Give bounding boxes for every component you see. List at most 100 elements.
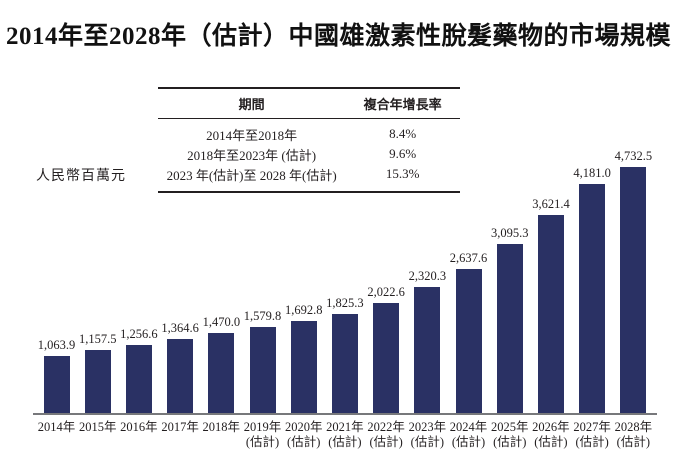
x-axis-estimate-tag: (估計) — [245, 435, 280, 449]
bar-group: 4,732.5 2028年 (估計) — [613, 149, 654, 449]
bar — [579, 184, 606, 414]
cagr-table-row: 2023 年(估計)至 2028 年(估計) 15.3% — [158, 164, 460, 184]
x-axis-estimate-tag: (估計) — [493, 435, 527, 449]
bar-group: 2,320.3 2023年 (估計) — [407, 149, 448, 449]
bar-value-label: 2,022.6 — [367, 285, 405, 299]
x-axis-label: 2028年 (估計) — [615, 420, 653, 450]
x-axis-year: 2026年 — [532, 420, 570, 434]
bar — [331, 314, 358, 414]
bar-value-label: 1,063.9 — [37, 338, 76, 352]
cagr-table-row: 2018年至2023年 (估計) 9.6% — [158, 144, 460, 164]
cagr-row-rate: 15.3% — [385, 166, 420, 181]
x-axis-label: 2024年 (估計) — [450, 420, 488, 450]
bar — [125, 345, 152, 414]
x-axis-estimate-tag: (估計) — [451, 435, 486, 449]
x-axis-label: 2018年 — [203, 420, 241, 435]
bar-group: 1,825.3 2021年 (估計) — [324, 149, 365, 449]
bar — [496, 244, 523, 414]
x-axis-estimate-tag: (估計) — [287, 435, 321, 449]
bar-value-label: 1,692.8 — [284, 303, 323, 317]
cagr-row-period: 2018年至2023年 (估計) — [187, 147, 317, 163]
bar-group: 2,637.6 2024年 (估計) — [448, 149, 489, 449]
bar-value-label: 1,364.6 — [161, 321, 199, 335]
bar-group: 4,181.0 2027年 (估計) — [572, 149, 613, 449]
bar-value-label: 1,825.3 — [326, 296, 364, 310]
cagr-table-body: 2014年至2018年 8.4% 2018年至2023年 (估計) 9.6% 2023 … — [158, 119, 460, 191]
x-axis-label: 2019年 (估計) — [244, 420, 282, 450]
x-axis-year: 2028年 — [614, 420, 653, 434]
bar — [373, 303, 400, 414]
x-axis-year: 2019年 — [243, 420, 282, 434]
bar-value-label: 2,320.3 — [408, 269, 447, 283]
bar — [249, 327, 276, 414]
bar-value-label: 4,181.0 — [573, 166, 611, 180]
bar-value-label: 1,157.5 — [78, 332, 117, 346]
bar-group: 3,621.4 2026年 (估計) — [530, 149, 571, 449]
bar-group: 1,692.8 2020年 (估計) — [283, 149, 324, 449]
bar — [43, 356, 70, 414]
cagr-table: 期間 複合年增長率 2014年至2018年 8.4% 2018年至2023年 (估計… — [158, 87, 460, 193]
x-axis-label: 2021年 (估計) — [326, 420, 364, 450]
bar-value-label: 1,470.0 — [202, 315, 241, 329]
x-axis-year: 2016年 — [120, 420, 158, 434]
bar-value-label: 4,732.5 — [614, 149, 653, 163]
bar — [414, 287, 441, 414]
x-axis-year: 2027年 — [573, 420, 611, 434]
bar — [84, 350, 111, 414]
x-axis-estimate-tag: (估計) — [410, 435, 444, 449]
x-axis-estimate-tag: (估計) — [575, 435, 609, 449]
bar-group: 1,364.6 2017年 — [160, 149, 201, 434]
x-axis-estimate-tag: (估計) — [328, 435, 362, 449]
x-axis-year: 2024年 — [449, 420, 488, 434]
x-axis-estimate-tag: (估計) — [616, 435, 651, 449]
bar-group: 1,579.8 2019年 (估計) — [242, 149, 283, 449]
bar-value-label: 1,256.6 — [120, 327, 158, 341]
x-axis-label: 2014年 — [38, 420, 76, 435]
x-axis-label: 2026年 (估計) — [532, 420, 570, 450]
bar — [455, 269, 482, 414]
bar-chart: 1,063.9 2014年 1,157.5 2015年 1,256.6 2016年 1,36… — [36, 149, 654, 449]
bar — [620, 167, 647, 414]
bar-value-label: 1,579.8 — [243, 309, 282, 323]
cagr-table-row: 2014年至2018年 8.4% — [158, 124, 460, 144]
x-axis-year: 2020年 — [284, 420, 323, 434]
x-axis-label: 2027年 (估計) — [573, 420, 611, 450]
bar-group: 1,157.5 2015年 — [77, 149, 118, 434]
cagr-row-rate: 8.4% — [389, 126, 417, 141]
x-axis-year: 2015年 — [78, 420, 117, 434]
x-axis-label: 2022年 (估計) — [367, 420, 405, 450]
y-axis-unit-label: 人民幣百萬元 — [36, 169, 126, 184]
x-axis-label: 2016年 — [120, 420, 158, 435]
x-axis-year: 2018年 — [202, 420, 241, 434]
x-axis-label: 2025年 (估計) — [491, 420, 529, 450]
x-axis-year: 2025年 — [490, 420, 529, 434]
x-axis-line — [33, 413, 657, 415]
cagr-row-period: 2014年至2018年 — [206, 127, 298, 143]
bar — [290, 321, 317, 414]
cagr-row-period: 2023 年(估計)至 2028 年(估計) — [166, 167, 337, 183]
bar — [208, 333, 235, 414]
bar-group: 1,470.0 2018年 — [201, 149, 242, 434]
bar — [537, 215, 564, 414]
bar-group: 3,095.3 2025年 (估計) — [489, 149, 530, 449]
bar-group: 2,022.6 2022年 (估計) — [366, 149, 407, 449]
x-axis-year: 2021年 — [326, 420, 364, 434]
x-axis-year: 2014年 — [37, 420, 76, 434]
chart-title: 2014年至2028年（估計）中國雄激素性脫髮藥物的市場規模 — [6, 23, 672, 50]
bar-group: 1,256.6 2016年 — [118, 149, 159, 434]
bar-group: 1,063.9 2014年 — [36, 149, 77, 434]
x-axis-year: 2023年 — [408, 420, 447, 434]
bar-value-label: 2,637.6 — [449, 251, 488, 265]
bar-value-label: 3,621.4 — [532, 197, 570, 211]
x-axis-year: 2022年 — [367, 420, 405, 434]
cagr-header-rate: 複合年增長率 — [363, 97, 442, 112]
x-axis-label: 2023年 (估計) — [409, 420, 447, 450]
cagr-row-rate: 9.6% — [389, 146, 417, 161]
bar — [167, 339, 194, 414]
x-axis-estimate-tag: (估計) — [534, 435, 568, 449]
bar-value-label: 3,095.3 — [490, 226, 529, 240]
x-axis-year: 2017年 — [161, 420, 199, 434]
x-axis-label: 2020年 (估計) — [285, 420, 323, 450]
cagr-header-period: 期間 — [238, 97, 265, 112]
